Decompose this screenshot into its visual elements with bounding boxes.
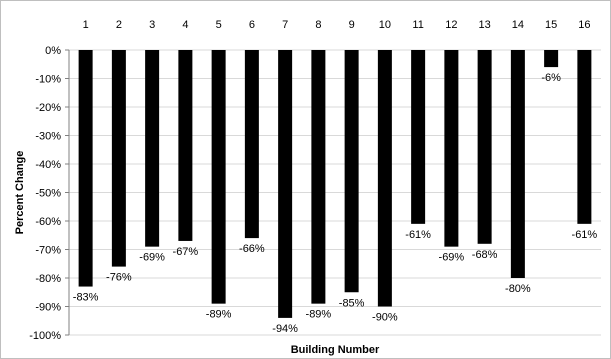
data-label: -69% xyxy=(139,252,165,264)
data-label: -6% xyxy=(541,72,561,84)
x-tick-label: 4 xyxy=(182,19,188,31)
data-label: -89% xyxy=(206,309,232,321)
bar xyxy=(377,50,392,307)
y-tick-label: -80% xyxy=(35,273,61,285)
bar xyxy=(278,50,293,318)
bar xyxy=(544,50,559,68)
x-tick-label: 9 xyxy=(349,19,355,31)
bar xyxy=(78,50,93,287)
y-tick-label: -50% xyxy=(35,188,61,200)
bar xyxy=(344,50,359,293)
bar xyxy=(510,50,525,278)
data-label: -66% xyxy=(239,243,265,255)
x-tick-labels: 1 2 3 4 5 6 7 8 9 10 11 12 13 14 15 16 xyxy=(83,19,591,31)
data-label: -69% xyxy=(439,252,465,264)
x-tick-label: 15 xyxy=(545,19,557,31)
x-tick-label: 13 xyxy=(479,19,491,31)
data-label: -83% xyxy=(73,292,99,304)
bar xyxy=(211,50,226,304)
x-tick-label: 10 xyxy=(379,19,391,31)
data-label: -67% xyxy=(173,246,199,258)
bar xyxy=(411,50,426,224)
y-axis-title: Percent Change xyxy=(14,151,26,235)
bar xyxy=(444,50,459,247)
bar xyxy=(178,50,193,241)
data-label: -68% xyxy=(472,249,498,261)
y-tick-label: -90% xyxy=(35,302,61,314)
data-label: -61% xyxy=(405,229,431,241)
data-label: -80% xyxy=(505,283,531,295)
x-tick-label: 11 xyxy=(412,19,423,31)
bar xyxy=(145,50,160,247)
data-label: -94% xyxy=(272,323,298,335)
x-tick-label: 3 xyxy=(149,19,155,31)
x-tick-label: 8 xyxy=(315,19,321,31)
x-tick-label: 12 xyxy=(445,19,457,31)
data-label: -90% xyxy=(372,312,398,324)
bar xyxy=(111,50,126,267)
data-label: -89% xyxy=(306,309,332,321)
x-tick-label: 7 xyxy=(282,19,288,31)
x-axis-title: Building Number xyxy=(291,344,380,356)
y-tick-label: -10% xyxy=(35,74,61,86)
bar xyxy=(311,50,326,304)
y-tick-label: -20% xyxy=(35,102,61,114)
bar xyxy=(577,50,592,224)
x-tick-label: 2 xyxy=(116,19,122,31)
data-label: -76% xyxy=(106,272,132,284)
x-tick-label: 5 xyxy=(216,19,222,31)
y-tick-label: -100% xyxy=(29,330,61,342)
y-tick-label: -30% xyxy=(35,131,61,143)
x-tick-label: 14 xyxy=(512,19,524,31)
x-tick-label: 6 xyxy=(249,19,255,31)
bar xyxy=(477,50,492,244)
bar xyxy=(244,50,259,239)
data-label: -61% xyxy=(572,229,598,241)
y-tick-labels: 0% -10% -20% -30% -40% -50% -60% -70% -80% -90% -1… xyxy=(29,45,61,342)
bars xyxy=(78,50,592,318)
x-tick-label: 16 xyxy=(578,19,590,31)
data-label: -85% xyxy=(339,297,365,309)
y-tick-label: 0% xyxy=(45,45,61,57)
y-tick-label: -40% xyxy=(35,159,61,171)
data-labels: -83% -76% -69% -67% -89% -66% -94% -89% -85% -90%… xyxy=(73,72,598,335)
y-tick-label: -60% xyxy=(35,216,61,228)
y-tick-label: -70% xyxy=(35,245,61,257)
x-tick-label: 1 xyxy=(83,19,89,31)
